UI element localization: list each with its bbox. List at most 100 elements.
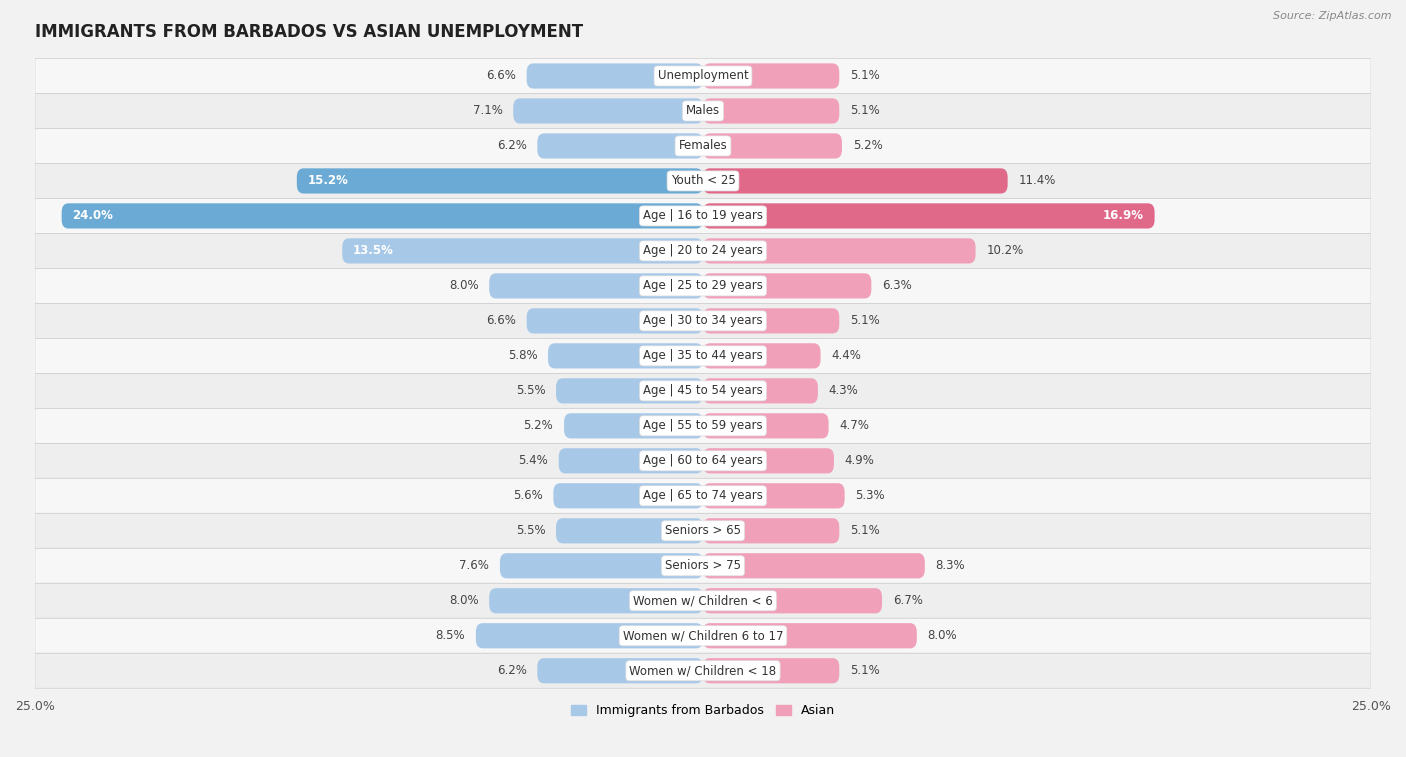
FancyBboxPatch shape	[703, 553, 925, 578]
Text: 4.3%: 4.3%	[828, 385, 858, 397]
Text: Women w/ Children < 6: Women w/ Children < 6	[633, 594, 773, 607]
Text: 7.1%: 7.1%	[472, 104, 502, 117]
FancyBboxPatch shape	[703, 483, 845, 509]
FancyBboxPatch shape	[703, 204, 1154, 229]
Text: Seniors > 65: Seniors > 65	[665, 525, 741, 537]
FancyBboxPatch shape	[35, 618, 1371, 653]
Text: 5.1%: 5.1%	[851, 70, 880, 83]
Text: 13.5%: 13.5%	[353, 245, 394, 257]
FancyBboxPatch shape	[527, 64, 703, 89]
Text: 5.8%: 5.8%	[508, 350, 537, 363]
FancyBboxPatch shape	[35, 548, 1371, 584]
Text: Males: Males	[686, 104, 720, 117]
FancyBboxPatch shape	[703, 168, 1008, 194]
Text: 4.7%: 4.7%	[839, 419, 869, 432]
Text: 6.3%: 6.3%	[882, 279, 911, 292]
Text: Source: ZipAtlas.com: Source: ZipAtlas.com	[1274, 11, 1392, 21]
FancyBboxPatch shape	[35, 58, 1371, 93]
FancyBboxPatch shape	[703, 133, 842, 158]
Text: 5.6%: 5.6%	[513, 489, 543, 503]
Text: 11.4%: 11.4%	[1018, 174, 1056, 188]
FancyBboxPatch shape	[35, 164, 1371, 198]
FancyBboxPatch shape	[537, 658, 703, 684]
FancyBboxPatch shape	[703, 588, 882, 613]
Text: Age | 16 to 19 years: Age | 16 to 19 years	[643, 210, 763, 223]
FancyBboxPatch shape	[703, 238, 976, 263]
Text: 6.6%: 6.6%	[486, 314, 516, 327]
Text: Age | 65 to 74 years: Age | 65 to 74 years	[643, 489, 763, 503]
Text: 8.0%: 8.0%	[928, 629, 957, 642]
Text: Age | 25 to 29 years: Age | 25 to 29 years	[643, 279, 763, 292]
Text: 8.5%: 8.5%	[436, 629, 465, 642]
Text: 5.1%: 5.1%	[851, 314, 880, 327]
Text: Age | 30 to 34 years: Age | 30 to 34 years	[643, 314, 763, 327]
Text: 24.0%: 24.0%	[72, 210, 114, 223]
Text: 7.6%: 7.6%	[460, 559, 489, 572]
Text: 5.1%: 5.1%	[851, 104, 880, 117]
Text: 8.0%: 8.0%	[449, 279, 478, 292]
FancyBboxPatch shape	[703, 413, 828, 438]
FancyBboxPatch shape	[35, 338, 1371, 373]
Text: Youth < 25: Youth < 25	[671, 174, 735, 188]
FancyBboxPatch shape	[703, 64, 839, 89]
Text: Age | 20 to 24 years: Age | 20 to 24 years	[643, 245, 763, 257]
FancyBboxPatch shape	[703, 378, 818, 403]
FancyBboxPatch shape	[35, 93, 1371, 129]
FancyBboxPatch shape	[35, 198, 1371, 233]
FancyBboxPatch shape	[548, 343, 703, 369]
FancyBboxPatch shape	[703, 98, 839, 123]
FancyBboxPatch shape	[342, 238, 703, 263]
Text: 8.3%: 8.3%	[935, 559, 965, 572]
FancyBboxPatch shape	[475, 623, 703, 648]
Text: 16.9%: 16.9%	[1102, 210, 1144, 223]
Text: 10.2%: 10.2%	[986, 245, 1024, 257]
FancyBboxPatch shape	[554, 483, 703, 509]
Text: 15.2%: 15.2%	[308, 174, 349, 188]
Text: 5.4%: 5.4%	[519, 454, 548, 467]
Text: 5.1%: 5.1%	[851, 664, 880, 678]
FancyBboxPatch shape	[501, 553, 703, 578]
Text: 6.6%: 6.6%	[486, 70, 516, 83]
FancyBboxPatch shape	[489, 273, 703, 298]
FancyBboxPatch shape	[513, 98, 703, 123]
Legend: Immigrants from Barbados, Asian: Immigrants from Barbados, Asian	[565, 699, 841, 722]
Text: 6.2%: 6.2%	[496, 139, 527, 152]
FancyBboxPatch shape	[35, 513, 1371, 548]
FancyBboxPatch shape	[35, 653, 1371, 688]
Text: Age | 60 to 64 years: Age | 60 to 64 years	[643, 454, 763, 467]
Text: Unemployment: Unemployment	[658, 70, 748, 83]
FancyBboxPatch shape	[62, 204, 703, 229]
FancyBboxPatch shape	[555, 378, 703, 403]
FancyBboxPatch shape	[35, 373, 1371, 408]
Text: Age | 45 to 54 years: Age | 45 to 54 years	[643, 385, 763, 397]
FancyBboxPatch shape	[703, 623, 917, 648]
Text: 5.3%: 5.3%	[855, 489, 884, 503]
FancyBboxPatch shape	[537, 133, 703, 158]
Text: Females: Females	[679, 139, 727, 152]
FancyBboxPatch shape	[703, 308, 839, 334]
FancyBboxPatch shape	[703, 343, 821, 369]
FancyBboxPatch shape	[35, 233, 1371, 269]
FancyBboxPatch shape	[703, 273, 872, 298]
Text: 5.2%: 5.2%	[852, 139, 883, 152]
Text: Women w/ Children 6 to 17: Women w/ Children 6 to 17	[623, 629, 783, 642]
Text: 6.2%: 6.2%	[496, 664, 527, 678]
Text: 5.5%: 5.5%	[516, 385, 546, 397]
Text: 5.2%: 5.2%	[523, 419, 554, 432]
FancyBboxPatch shape	[297, 168, 703, 194]
FancyBboxPatch shape	[489, 588, 703, 613]
FancyBboxPatch shape	[527, 308, 703, 334]
FancyBboxPatch shape	[35, 478, 1371, 513]
Text: Age | 55 to 59 years: Age | 55 to 59 years	[643, 419, 763, 432]
Text: 4.9%: 4.9%	[845, 454, 875, 467]
FancyBboxPatch shape	[35, 584, 1371, 618]
FancyBboxPatch shape	[35, 444, 1371, 478]
Text: 6.7%: 6.7%	[893, 594, 922, 607]
FancyBboxPatch shape	[35, 269, 1371, 304]
Text: Women w/ Children < 18: Women w/ Children < 18	[630, 664, 776, 678]
Text: IMMIGRANTS FROM BARBADOS VS ASIAN UNEMPLOYMENT: IMMIGRANTS FROM BARBADOS VS ASIAN UNEMPL…	[35, 23, 583, 41]
Text: Age | 35 to 44 years: Age | 35 to 44 years	[643, 350, 763, 363]
FancyBboxPatch shape	[35, 408, 1371, 444]
Text: 5.5%: 5.5%	[516, 525, 546, 537]
FancyBboxPatch shape	[703, 519, 839, 544]
